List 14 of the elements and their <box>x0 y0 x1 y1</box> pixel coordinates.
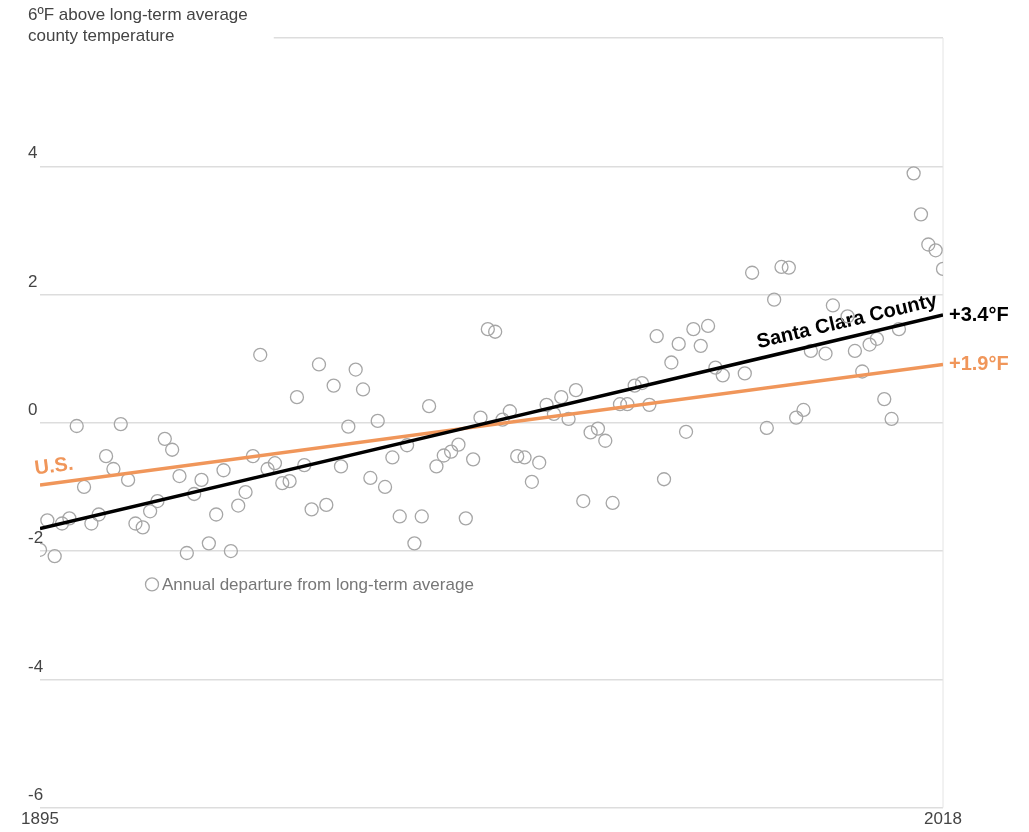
text: U.S. <box>33 451 75 479</box>
legend-label: Annual departure from long-term average <box>162 575 474 595</box>
annotation: +1.9°F <box>949 351 1009 374</box>
y-tick-label: 6ºF above long-term average county temperature <box>28 5 248 46</box>
y-tick-label: -4 <box>28 656 44 676</box>
y-tick-label: -6 <box>28 784 44 804</box>
y-tick-label: -2 <box>28 528 44 548</box>
text: Santa Clara County <box>754 287 940 353</box>
y-tick-label: 0 <box>28 399 38 419</box>
y-tick-label: 4 <box>28 143 38 163</box>
x-tick-label: 1895 <box>21 809 59 829</box>
y-tick-label: 2 <box>28 271 38 291</box>
annotation: +3.4°F <box>949 302 1009 325</box>
x-tick-label: 2018 <box>924 809 962 829</box>
